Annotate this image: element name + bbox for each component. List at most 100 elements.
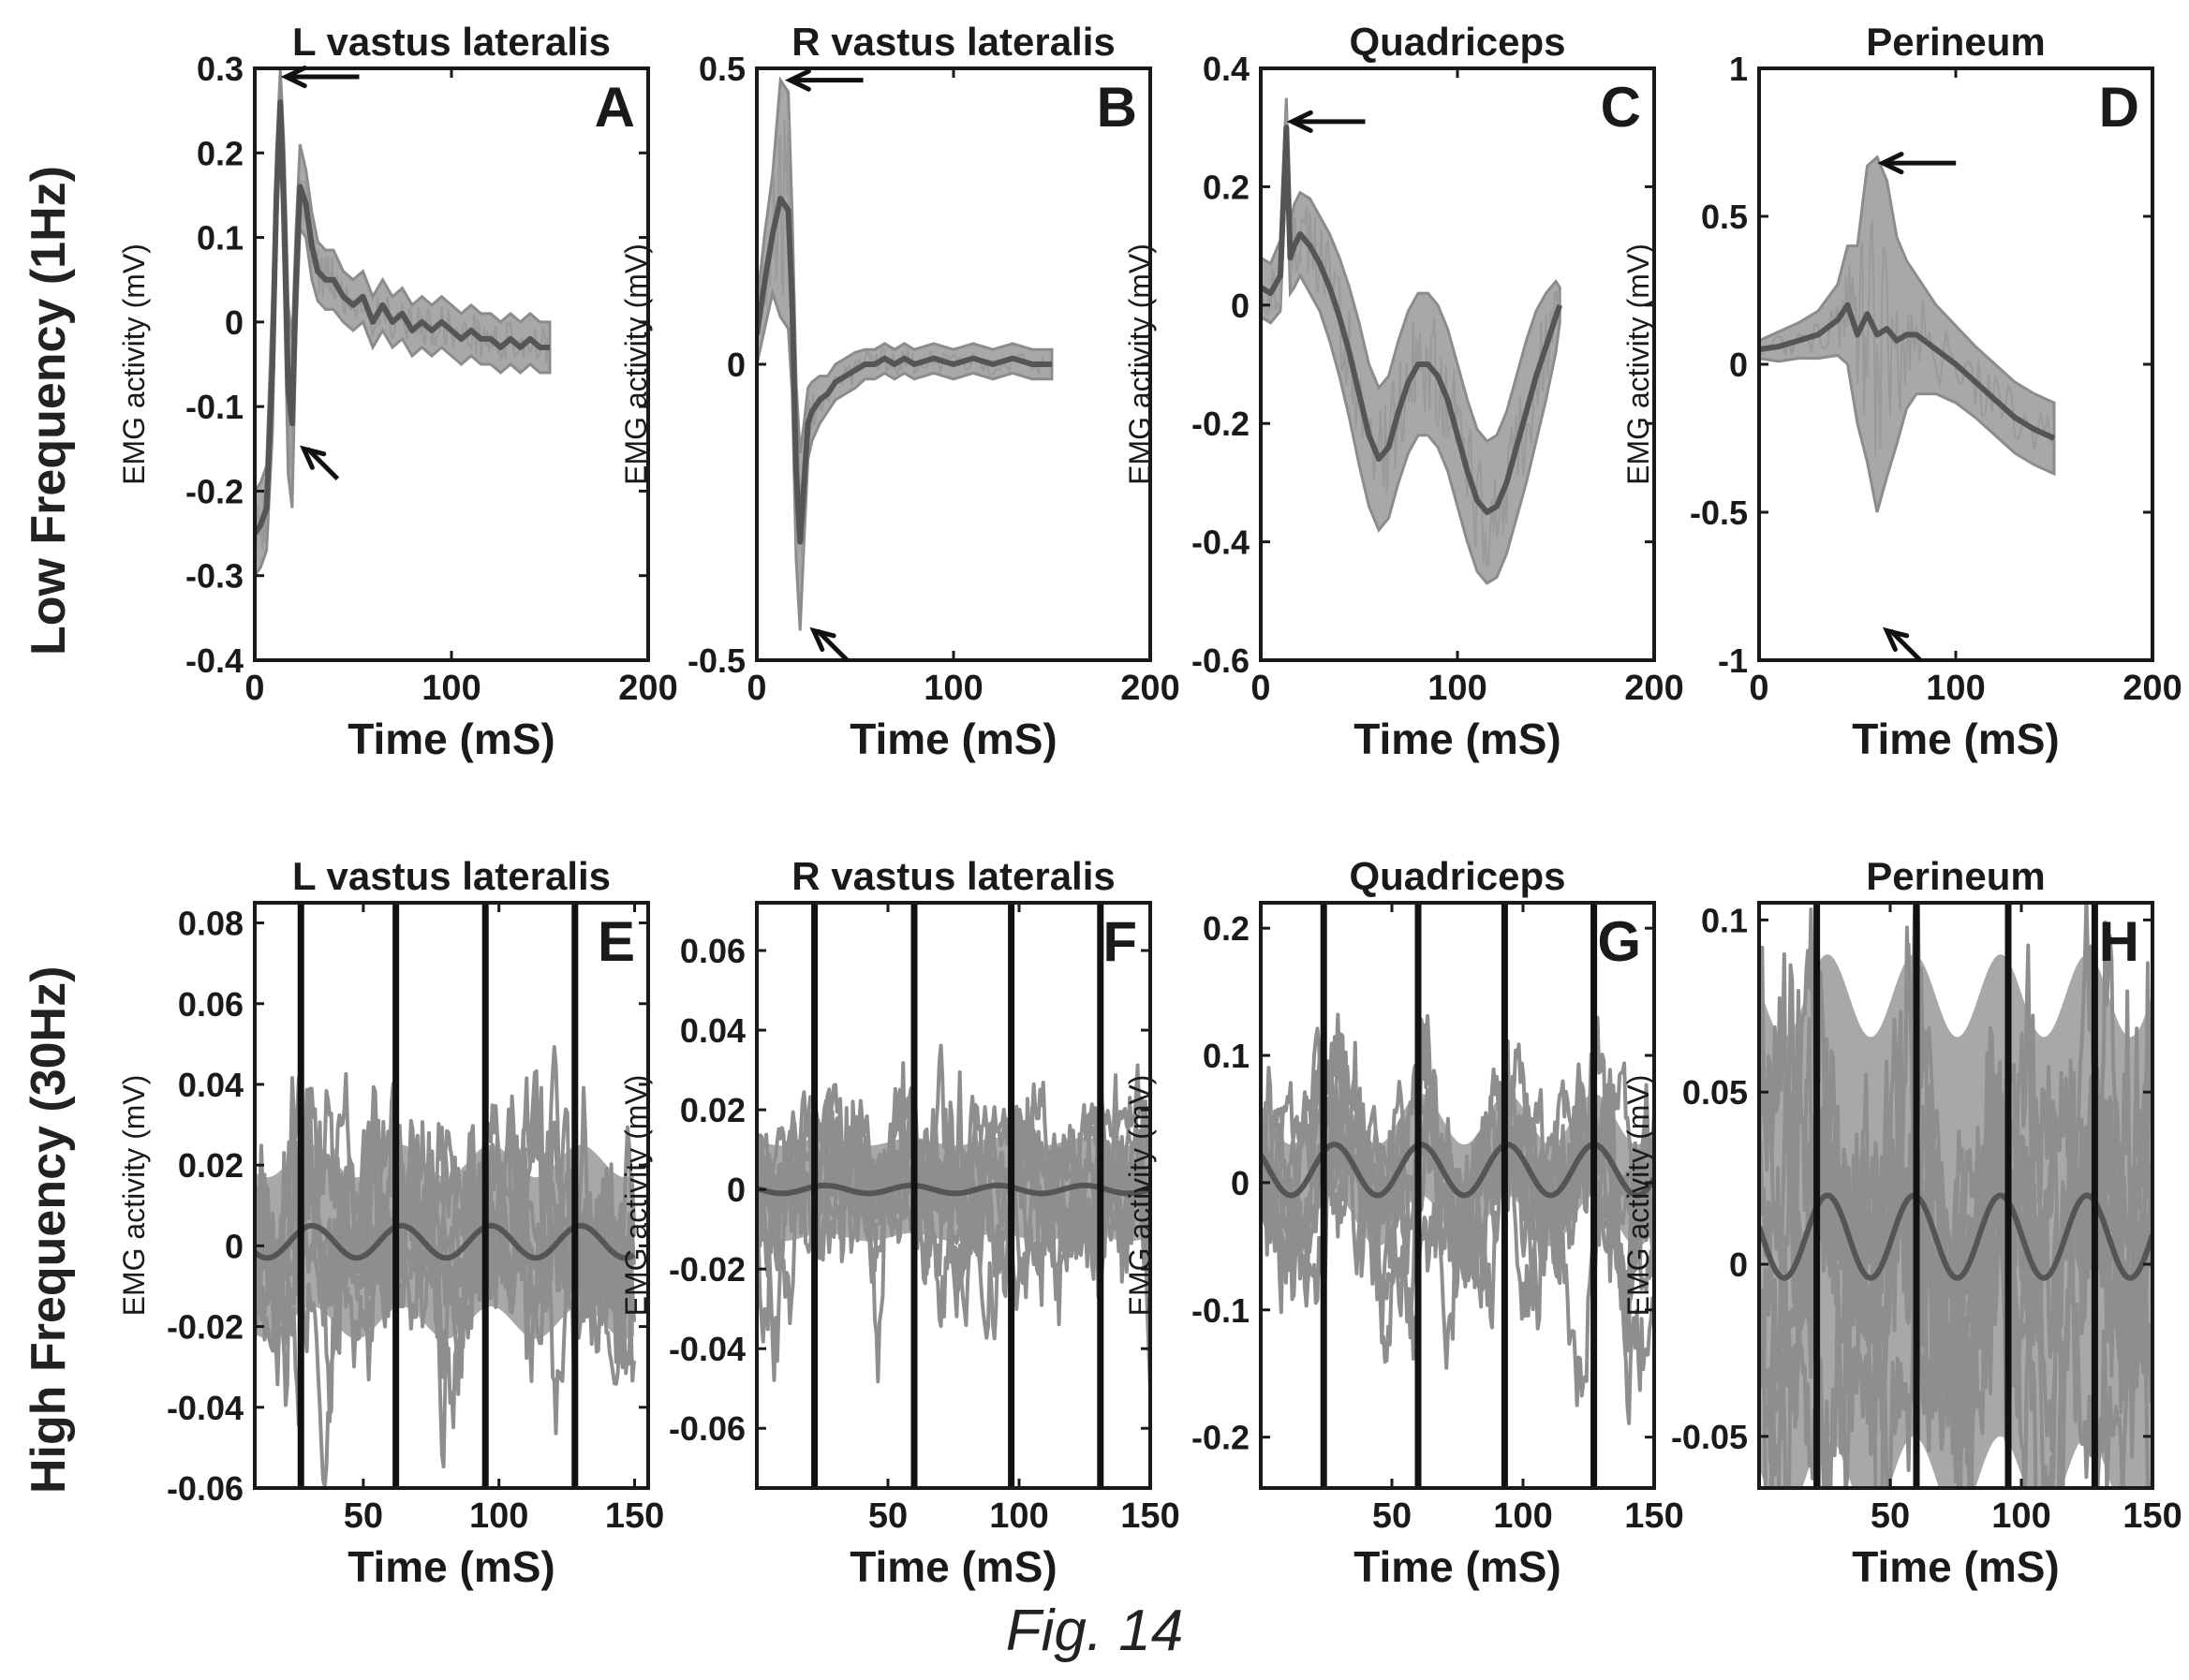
y-axis-label: EMG activity (mV) bbox=[1621, 243, 1655, 485]
panel-letter: B bbox=[1097, 76, 1137, 139]
mean-trace bbox=[1261, 125, 1563, 515]
x-tick-label: 200 bbox=[1120, 669, 1179, 708]
x-axis-label: Time (mS) bbox=[348, 1542, 555, 1591]
x-tick-label: 150 bbox=[605, 1496, 664, 1536]
y-axis-label: EMG activity (mV) bbox=[1621, 1075, 1655, 1317]
arrow-shaft bbox=[1888, 628, 1923, 663]
y-tick-label: 0.5 bbox=[699, 50, 746, 88]
y-tick-label: 0.02 bbox=[178, 1146, 244, 1185]
panel-letter: F bbox=[1102, 910, 1137, 973]
plot-area bbox=[757, 76, 1054, 631]
y-tick-label: 0 bbox=[1729, 346, 1748, 384]
plot-area bbox=[757, 903, 1150, 1488]
y-tick-label: 0 bbox=[727, 346, 746, 384]
trial-trace bbox=[1759, 219, 2052, 456]
y-tick-label: 0 bbox=[727, 1171, 746, 1209]
y-axis-label: EMG activity (mV) bbox=[117, 1075, 151, 1317]
figure-caption: Fig. 14 bbox=[1005, 1599, 1184, 1663]
y-tick-label: -0.5 bbox=[688, 641, 746, 680]
x-tick-label: 100 bbox=[1991, 1496, 2050, 1536]
x-axis-label: Time (mS) bbox=[850, 1542, 1058, 1591]
panel-title: R vastus lateralis bbox=[791, 20, 1116, 64]
x-tick-label: 0 bbox=[244, 669, 264, 708]
y-tick-label: -0.02 bbox=[669, 1250, 746, 1289]
annotation-arrow bbox=[280, 65, 360, 89]
x-axis-label: Time (mS) bbox=[348, 715, 555, 763]
trial-trace bbox=[255, 1070, 636, 1430]
x-tick-label: 0 bbox=[747, 669, 766, 708]
annotation-arrow bbox=[784, 68, 864, 92]
panel-title: R vastus lateralis bbox=[791, 854, 1116, 898]
y-tick-label: -0.5 bbox=[1690, 494, 1748, 532]
y-axis-label: EMG activity (mV) bbox=[1123, 243, 1157, 485]
x-tick-label: 50 bbox=[344, 1496, 383, 1536]
x-tick-label: 50 bbox=[868, 1496, 908, 1536]
plot-area bbox=[1261, 903, 1654, 1488]
x-tick-label: 200 bbox=[1624, 669, 1683, 708]
y-axis-label: EMG activity (mV) bbox=[619, 1075, 653, 1317]
y-tick-label: -1 bbox=[1718, 641, 1748, 680]
mean-trace bbox=[1759, 302, 2056, 441]
axes-frame bbox=[1757, 901, 2154, 1490]
row-label-low-frequency: Low Frequency (1Hz) bbox=[22, 166, 76, 656]
y-tick-label: 0.05 bbox=[1682, 1073, 1748, 1112]
y-tick-label: 1 bbox=[1729, 50, 1748, 88]
axes-frame bbox=[253, 66, 650, 662]
panel-letter: A bbox=[595, 76, 635, 139]
sd-band bbox=[1261, 97, 1561, 585]
trial-trace bbox=[1261, 112, 1560, 567]
y-tick-label: -0.1 bbox=[1191, 1291, 1250, 1330]
mean-trace bbox=[255, 99, 550, 536]
y-tick-label: 0.2 bbox=[1203, 168, 1250, 206]
x-tick-label: 50 bbox=[1372, 1496, 1412, 1536]
panel-title: Quadriceps bbox=[1349, 854, 1565, 898]
x-tick-label: 100 bbox=[1926, 669, 1985, 708]
x-axis-label: Time (mS) bbox=[1353, 715, 1561, 763]
panel-f: 50 100 150 -0.06 -0.04 -0.02 0 0.02 0.04 0.06 R va… bbox=[619, 854, 1180, 1591]
x-axis-label: Time (mS) bbox=[1852, 1542, 2060, 1591]
x-tick-label: 100 bbox=[469, 1496, 528, 1536]
arrow-head bbox=[1286, 110, 1313, 133]
y-tick-label: -0.3 bbox=[185, 557, 244, 596]
y-tick-label: 0.2 bbox=[197, 134, 244, 172]
y-tick-label: -0.1 bbox=[185, 388, 244, 426]
y-tick-label: -0.4 bbox=[1191, 523, 1250, 562]
y-tick-label: -0.2 bbox=[185, 472, 244, 510]
y-tick-label: 0.1 bbox=[197, 219, 244, 258]
x-axis-label: Time (mS) bbox=[1353, 1542, 1561, 1591]
annotation-arrow bbox=[300, 445, 340, 481]
y-tick-label: -0.02 bbox=[167, 1308, 244, 1347]
x-axis-label: Time (mS) bbox=[850, 715, 1058, 763]
y-tick-label: -0.06 bbox=[167, 1469, 244, 1508]
x-tick-label: 0 bbox=[1749, 669, 1768, 708]
y-tick-label: 0 bbox=[225, 303, 244, 342]
panel-g: 50 100 150 -0.2 -0.1 0 0.1 0.2 Quadriceps G Time (… bbox=[1123, 854, 1684, 1591]
x-tick-label: 50 bbox=[1871, 1496, 1910, 1536]
panel-letter: D bbox=[2099, 76, 2139, 139]
panel-d: 0 100 200 -1 -0.5 0 0.5 1 Perineum D Time (mS) EMG … bbox=[1621, 20, 2182, 763]
x-tick-label: 200 bbox=[618, 669, 677, 708]
annotation-arrow bbox=[1877, 152, 1957, 175]
plot-area bbox=[255, 68, 552, 579]
axes-frame bbox=[253, 901, 650, 1490]
axes-frame bbox=[755, 901, 1152, 1490]
x-tick-label: 150 bbox=[2122, 1496, 2182, 1536]
panel-h: 50 100 150 -0.05 0 0.05 0.1 Perineum H Time (mS) E… bbox=[1621, 854, 2182, 1591]
y-tick-label: -0.4 bbox=[185, 641, 244, 680]
y-tick-label: 0.5 bbox=[1701, 198, 1748, 236]
y-tick-label: -0.04 bbox=[167, 1389, 244, 1427]
x-tick-label: 100 bbox=[1427, 669, 1486, 708]
y-tick-label: 0 bbox=[225, 1227, 244, 1265]
panel-title: Perineum bbox=[1866, 20, 2045, 64]
arrow-shaft bbox=[305, 447, 340, 481]
x-tick-label: 100 bbox=[422, 669, 481, 708]
y-tick-label: 0.1 bbox=[1203, 1037, 1250, 1075]
annotation-arrow bbox=[1883, 626, 1923, 663]
arrow-head bbox=[809, 626, 836, 652]
x-tick-label: 100 bbox=[924, 669, 983, 708]
panel-e: 50 100 150 -0.06 -0.04 -0.02 0 0.02 0.04 0.06 0.08… bbox=[117, 854, 664, 1591]
sd-band bbox=[255, 68, 552, 579]
sd-band bbox=[757, 76, 1054, 631]
annotation-arrow bbox=[1286, 110, 1366, 133]
